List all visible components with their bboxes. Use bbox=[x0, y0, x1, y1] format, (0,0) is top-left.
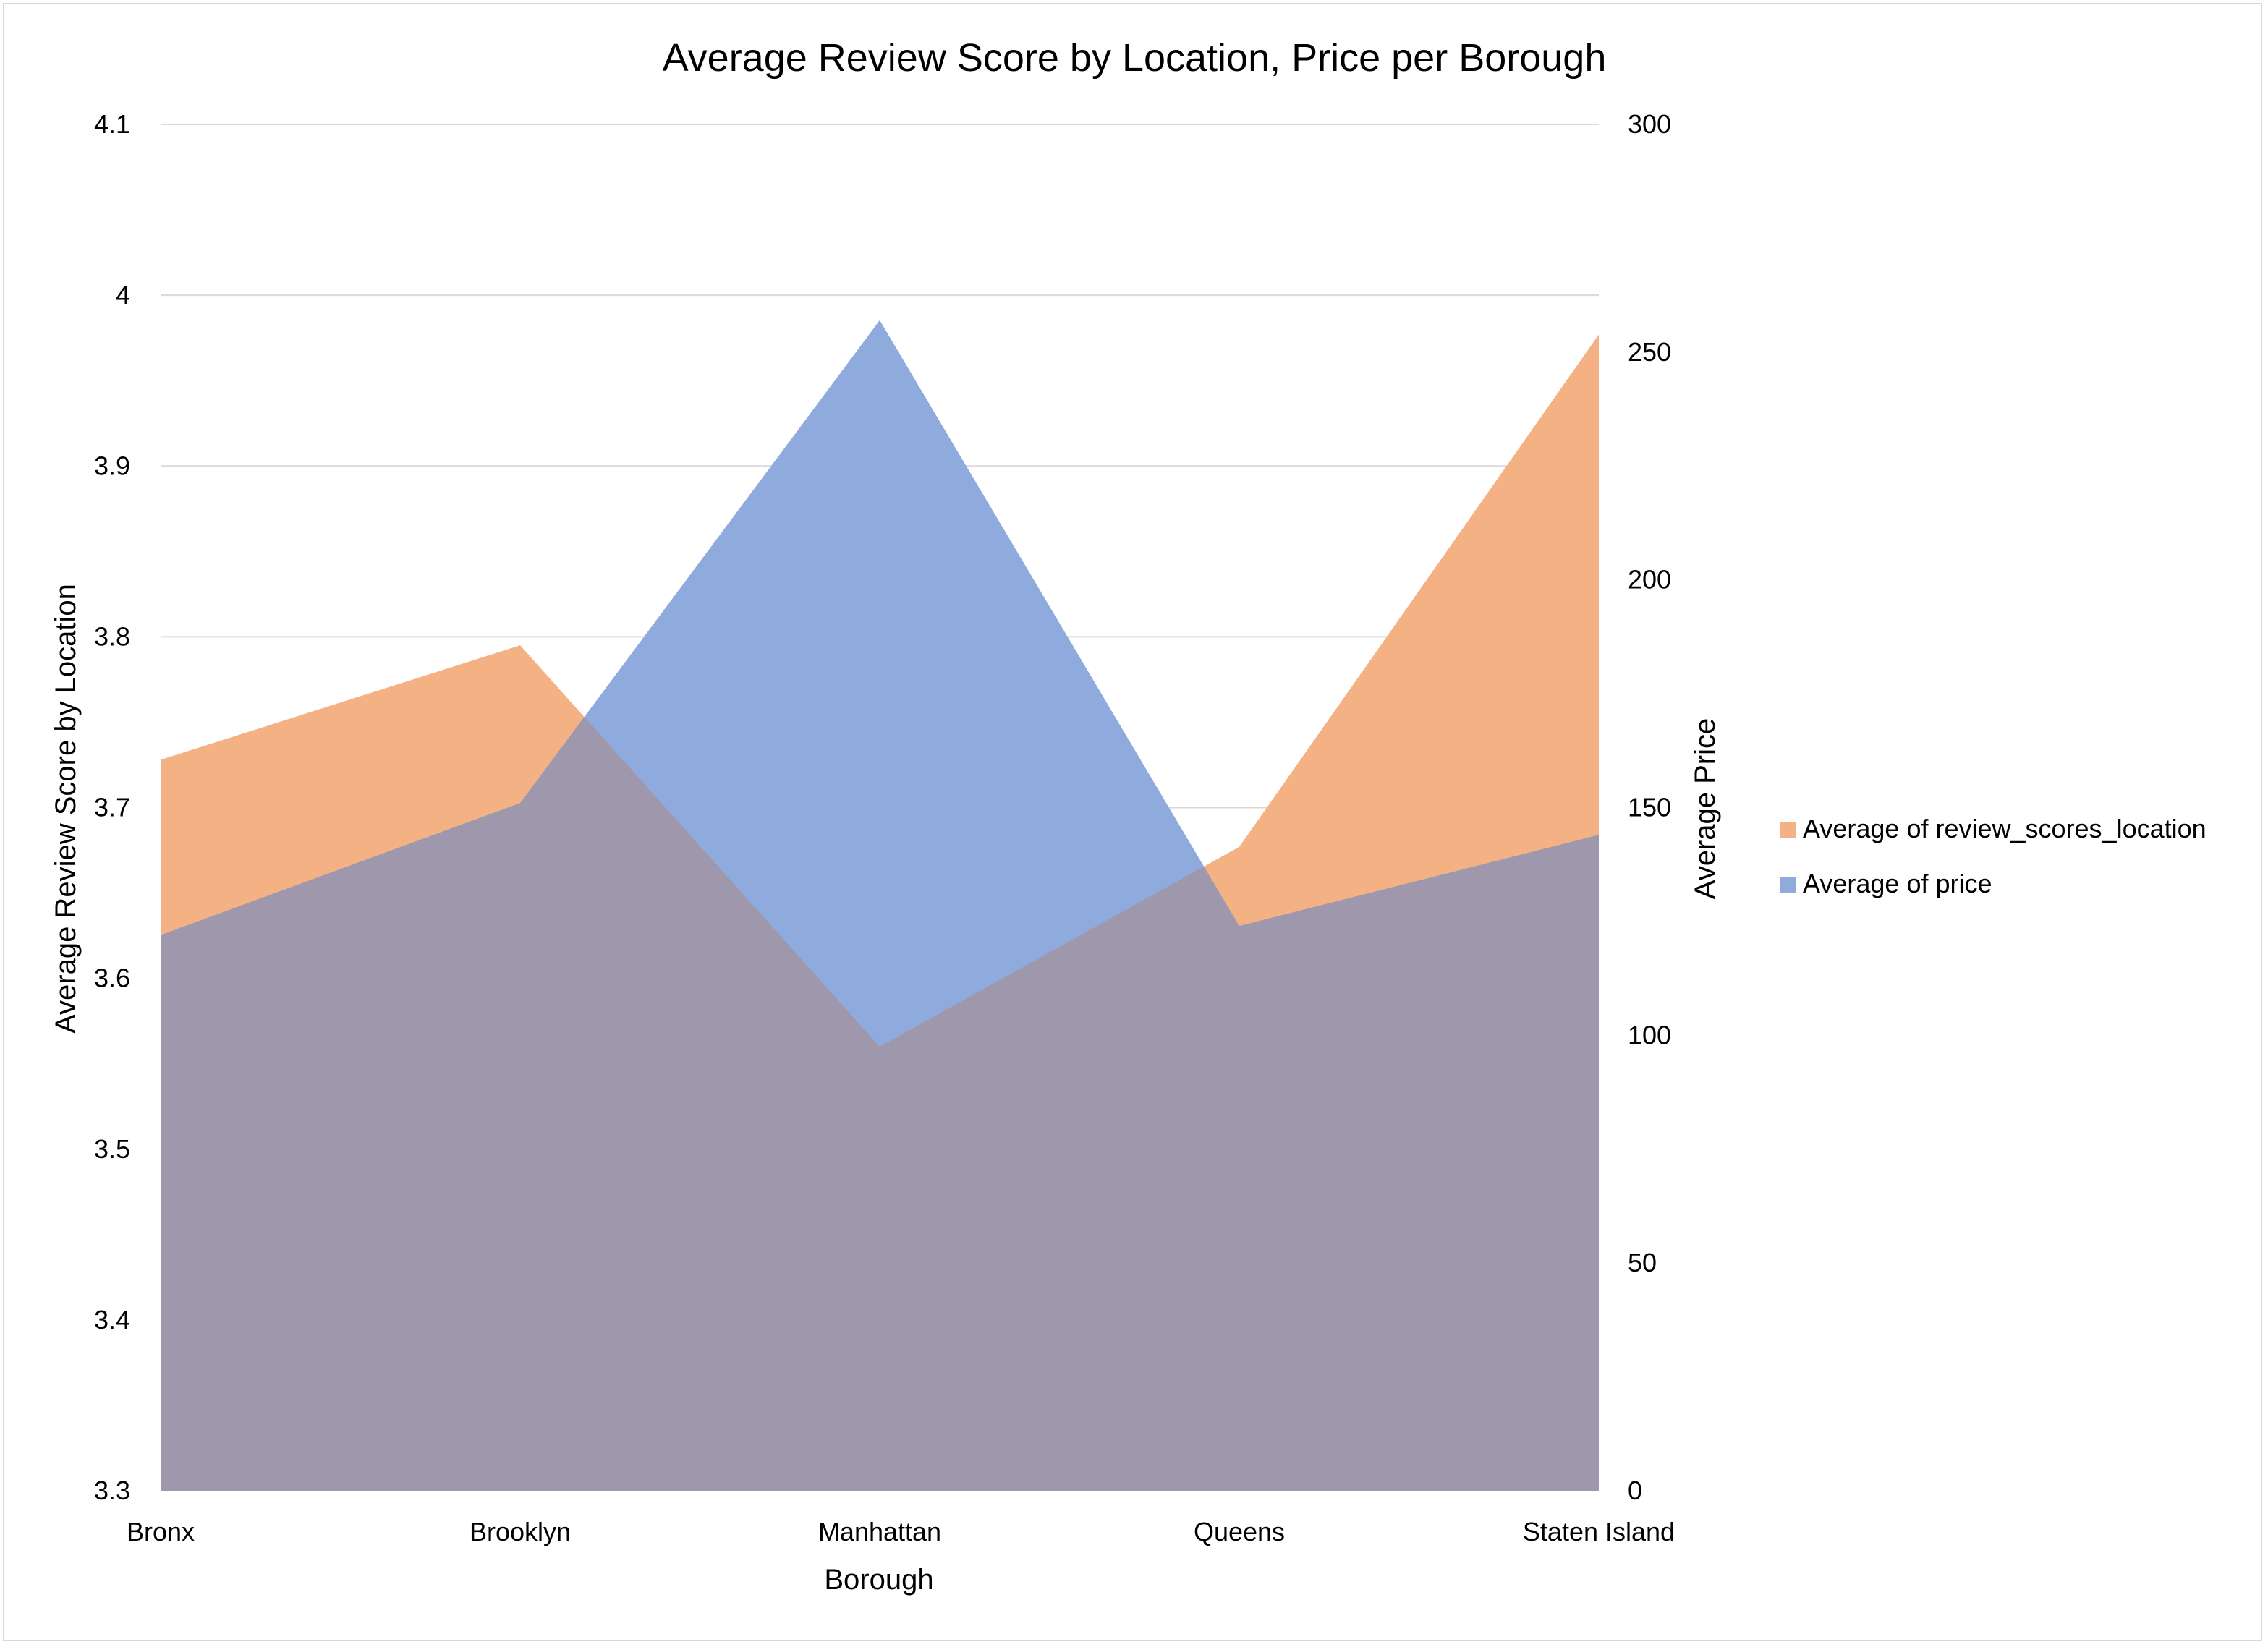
legend-label: Average of price bbox=[1803, 869, 1992, 898]
y-tick-label: 3.4 bbox=[94, 1305, 130, 1335]
y-tick-label: 3.8 bbox=[94, 621, 130, 651]
x-axis-ticks: Bronx Brooklyn Manhattan Queens Staten Islan… bbox=[127, 1517, 1675, 1546]
y2-axis-title: Average Price bbox=[1689, 718, 1721, 900]
legend-swatch bbox=[1780, 822, 1796, 838]
data-areas bbox=[161, 320, 1599, 1491]
y2-tick-label: 0 bbox=[1628, 1476, 1642, 1505]
legend-label: Average of review_scores_location bbox=[1803, 814, 2207, 843]
y2-tick-label: 150 bbox=[1628, 793, 1671, 822]
left-axis-ticks: 3.3 3.4 3.5 3.6 3.7 3.8 3.9 4 4.1 bbox=[94, 109, 130, 1505]
y2-tick-label: 300 bbox=[1628, 109, 1671, 139]
y2-tick-label: 200 bbox=[1628, 565, 1671, 595]
x-tick-label: Queens bbox=[1194, 1517, 1285, 1546]
y-tick-label: 4.1 bbox=[94, 109, 130, 139]
x-tick-label: Brooklyn bbox=[470, 1517, 571, 1546]
y2-tick-label: 100 bbox=[1628, 1020, 1671, 1050]
legend: Average of review_scores_location Average… bbox=[1780, 814, 2207, 898]
chart-title: Average Review Score by Location, Price … bbox=[663, 36, 1607, 80]
y-tick-label: 3.6 bbox=[94, 963, 130, 993]
x-axis-title: Borough bbox=[824, 1564, 933, 1596]
y-tick-label: 3.3 bbox=[94, 1476, 130, 1505]
y2-tick-label: 50 bbox=[1628, 1248, 1657, 1277]
y-tick-label: 3.7 bbox=[94, 793, 130, 822]
area-overlap bbox=[161, 717, 1599, 1491]
x-tick-label: Bronx bbox=[127, 1517, 195, 1546]
y-tick-label: 3.9 bbox=[94, 451, 130, 480]
y-axis-title: Average Review Score by Location bbox=[50, 584, 82, 1034]
x-tick-label: Staten Island bbox=[1523, 1517, 1675, 1546]
y2-tick-label: 250 bbox=[1628, 337, 1671, 367]
x-tick-label: Manhattan bbox=[818, 1517, 941, 1546]
legend-swatch bbox=[1780, 877, 1796, 893]
y-tick-label: 3.5 bbox=[94, 1134, 130, 1164]
y-tick-label: 4 bbox=[116, 280, 130, 310]
right-axis-ticks: 0 50 100 150 200 250 300 bbox=[1628, 109, 1671, 1505]
